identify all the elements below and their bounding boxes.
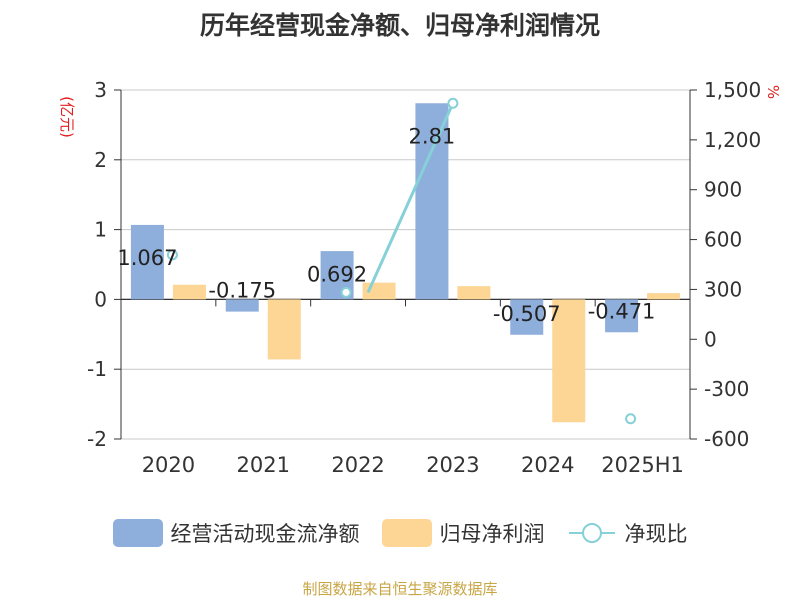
bar-cashflow [605,299,639,333]
legend-swatch-net-profit [381,519,432,547]
legend-item-net-profit[interactable]: 归母净利润 [381,518,545,548]
bar-cashflow [510,299,544,335]
bar-cashflow [130,224,164,300]
bar-cashflow [415,103,449,300]
right-tick-label: 300 [704,277,742,301]
right-unit-label: % [764,85,782,99]
data-label-cashflow: 2.81 [409,124,456,148]
left-tick-label: -1 [87,357,107,381]
x-tick-label: 2022 [331,453,384,477]
right-tick-label: 600 [704,228,742,252]
ratio-point [625,413,637,425]
right-tick-label: 1,500 [704,78,761,102]
legend-label-cashflow: 经营活动现金流净额 [170,522,360,546]
left-tick-label: -2 [87,427,107,451]
legend-item-cashflow[interactable]: 经营活动现金流净额 [112,518,360,548]
bar-net-profit [172,284,206,300]
right-tick-label: -300 [704,377,749,401]
legend-item-ratio[interactable]: 净现比 [567,518,688,548]
left-tick-label: 2 [94,148,107,172]
chart-title: 历年经营现金净额、归母净利润情况 [199,11,600,40]
x-tick-label: 2020 [142,453,195,477]
data-label-cashflow: 1.067 [117,246,177,270]
data-label-cashflow: 0.692 [307,262,367,286]
bar-cashflow [225,299,259,312]
ratio-point [340,286,352,298]
data-label-cashflow: -0.507 [493,302,561,326]
x-tick-label: 2024 [521,453,574,477]
left-unit-label: (亿元) [58,96,76,138]
x-tick-label: 2021 [237,453,290,477]
left-tick-label: 1 [94,218,107,242]
bar-net-profit [647,293,681,300]
bar-net-profit [457,286,491,300]
bar-net-profit [267,299,301,360]
left-tick-label: 3 [94,78,107,102]
legend-line-marker-icon [568,523,615,543]
legend-swatch-cashflow [112,519,163,547]
right-tick-label: 0 [704,327,717,351]
right-tick-label: -600 [704,427,749,451]
legend: 经营活动现金流净额 归母净利润 净现比 [0,518,800,548]
right-tick-label: 1,200 [704,128,761,152]
legend-label-net-profit: 归母净利润 [439,522,545,546]
source-note: 制图数据来自恒生聚源数据库 [302,580,498,598]
data-label-cashflow: -0.471 [588,299,656,323]
chart-area: 3 2 1 0 -1 -2 1,500 1,200 900 600 300 0 -300 -600 (亿元)… [58,78,782,477]
left-tick-label: 0 [94,287,107,311]
ratio-point [447,97,459,109]
x-tick-label: 2025H1 [601,453,684,477]
data-label-cashflow: -0.175 [208,279,276,303]
ratio-point [166,249,178,261]
x-tick-label: 2023 [426,453,479,477]
right-tick-label: 900 [704,178,742,202]
bar-net-profit [552,299,586,423]
ratio-line-segment [366,102,455,294]
legend-label-ratio: 净现比 [624,522,688,546]
